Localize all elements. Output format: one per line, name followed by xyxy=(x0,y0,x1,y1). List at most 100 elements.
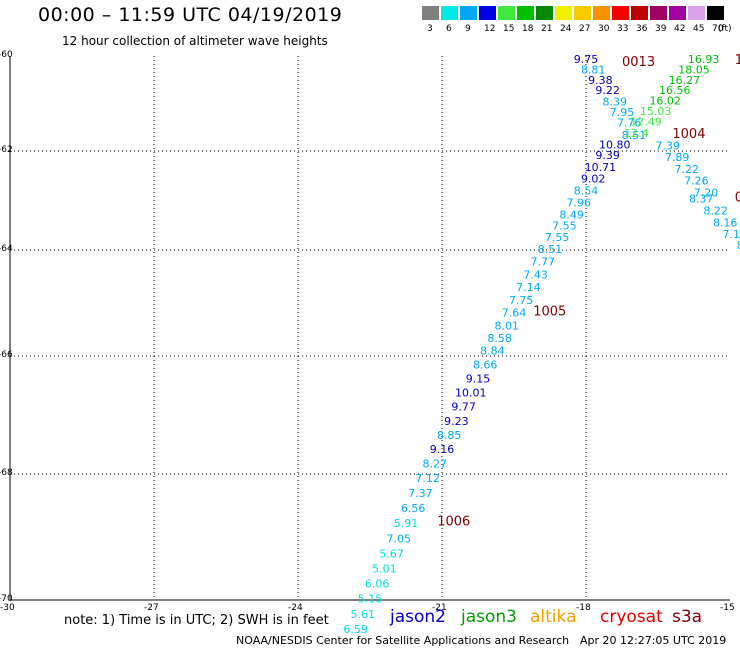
wave-height-value: 5.01 xyxy=(372,563,397,576)
note-text: note: 1) Time is in UTC; 2) SWH is in fe… xyxy=(64,613,329,628)
wave-height-value: 8.66 xyxy=(473,358,498,371)
pass-time-label: 1005 xyxy=(533,304,566,319)
wave-height-value: 6.06 xyxy=(365,578,390,591)
lon-tick-label: -24 xyxy=(288,603,303,613)
wave-height-value: 5.61 xyxy=(351,608,376,621)
legend-label: 36 xyxy=(636,24,648,34)
wave-height-value: 8.37 xyxy=(689,193,714,206)
legend-label: 3 xyxy=(427,24,433,34)
wave-height-value: 8.58 xyxy=(487,332,512,345)
wave-height-value: 7.22 xyxy=(675,163,700,176)
wave-height-value: 7.96 xyxy=(567,196,592,209)
legend-label: 39 xyxy=(655,24,667,34)
wave-height-value: 7.75 xyxy=(509,294,534,307)
wave-height-value: 10.01 xyxy=(455,387,487,400)
legend-label: 9 xyxy=(465,24,471,34)
legend-label: 27 xyxy=(579,24,591,34)
wave-height-value: 7.76 xyxy=(617,117,642,130)
wave-height-value: 9.39 xyxy=(595,149,620,162)
footer-credit: NOAA/NESDIS Center for Satellite Applica… xyxy=(236,634,570,647)
lon-tick-label: -30 xyxy=(0,603,15,613)
satellite-jason2: jason2 xyxy=(390,607,446,627)
legend-swatch xyxy=(631,6,648,20)
legend-swatch xyxy=(669,6,686,20)
wave-height-observations: 9.758.819.389.228.397.957.768.5110.809.3… xyxy=(343,53,740,636)
legend-swatch xyxy=(707,6,724,20)
satellite-altika: altika xyxy=(530,607,577,627)
wave-height-value: 5.91 xyxy=(394,517,419,530)
wave-height-value: 16.02 xyxy=(649,95,681,108)
wave-height-value: 15.03 xyxy=(640,105,672,118)
wave-height-value: 8.51 xyxy=(622,129,647,142)
wave-height-value: 7.95 xyxy=(610,106,635,119)
legend-label: 15 xyxy=(503,24,515,34)
legend-swatch xyxy=(593,6,610,20)
wave-height-value: 10.71 xyxy=(585,161,617,174)
wave-height-value: 9.38 xyxy=(588,74,613,87)
legend-swatch xyxy=(650,6,667,20)
wave-height-value: 7.20 xyxy=(694,187,719,200)
legend-label: 21 xyxy=(541,24,553,34)
wave-height-value: 9.22 xyxy=(595,84,620,97)
wave-height-value: 8.39 xyxy=(603,96,628,109)
wave-height-value: 8.85 xyxy=(437,429,462,442)
wave-height-value: 9.77 xyxy=(451,401,476,414)
wave-height-value: 9.75 xyxy=(574,53,599,66)
wave-height-value: 8.49 xyxy=(559,208,584,221)
wave-height-value: 12.49 xyxy=(630,116,662,129)
pass-time-labels: 0013 1004 1005 1006 100 00 xyxy=(437,53,740,530)
lat-tick-label: -66 xyxy=(0,350,13,360)
wave-height-value: 16.56 xyxy=(659,84,691,97)
lon-tick-label: -18 xyxy=(576,603,591,613)
pass-time-label: 100 xyxy=(735,53,740,68)
wave-height-value: 8.22 xyxy=(703,204,728,217)
wave-height-value: 8.27 xyxy=(423,457,448,470)
wave-height-value: 8.16 xyxy=(713,216,738,229)
wave-height-value: 9.15 xyxy=(466,372,491,385)
wave-height-value: 10.80 xyxy=(599,138,631,151)
legend-swatch xyxy=(441,6,458,20)
wave-height-value: 7.55 xyxy=(545,231,570,244)
lat-tick-label: -64 xyxy=(0,244,13,254)
wave-height-value: 6.59 xyxy=(343,623,368,636)
legend-swatch xyxy=(460,6,477,20)
lat-tick-label: -70 xyxy=(0,594,13,604)
legend-swatch xyxy=(555,6,572,20)
wave-height-value: 8.81 xyxy=(581,63,606,76)
wave-height-value: 8.84 xyxy=(480,345,505,358)
lat-tick-label: -60 xyxy=(0,50,13,60)
legend-swatch xyxy=(612,6,629,20)
legend-label: 24 xyxy=(560,24,572,34)
legend-swatch xyxy=(574,6,591,20)
pass-time-label: 00 xyxy=(735,191,740,206)
legend-label: 33 xyxy=(617,24,629,34)
legend-label: 18 xyxy=(522,24,534,34)
wave-height-value: 7.26 xyxy=(684,175,709,188)
lat-tick-label: -68 xyxy=(0,468,13,478)
wave-height-value: 9.02 xyxy=(581,173,606,186)
lon-tick-label: -15 xyxy=(720,603,735,613)
legend-swatch xyxy=(422,6,439,20)
wave-height-value: 8. xyxy=(737,239,740,252)
legend-label: 42 xyxy=(674,24,686,34)
wave-height-value: 7.64 xyxy=(502,307,527,320)
wave-height-value: 7.89 xyxy=(665,151,690,164)
wave-height-value: 9.16 xyxy=(430,443,455,456)
graticule xyxy=(9,56,730,601)
wave-height-value: 9.23 xyxy=(444,415,469,428)
wave-height-value: 7.05 xyxy=(387,532,412,545)
legend-swatch xyxy=(498,6,515,20)
legend-unit: (ft) xyxy=(718,24,732,34)
legend-label: 30 xyxy=(598,24,610,34)
wave-height-value: 8.51 xyxy=(538,243,563,256)
wave-height-value: 5.15 xyxy=(358,593,383,606)
wave-height-value: 16.27 xyxy=(669,74,701,87)
wave-height-value: 5.67 xyxy=(379,547,404,560)
legend-label: 45 xyxy=(693,24,705,34)
pass-time-label: 0013 xyxy=(622,55,655,70)
wave-height-value: 7.39 xyxy=(655,139,680,152)
legend-swatch xyxy=(479,6,496,20)
satellite-s3a: s3a xyxy=(672,607,703,627)
wave-height-value: 8.54 xyxy=(574,185,599,198)
